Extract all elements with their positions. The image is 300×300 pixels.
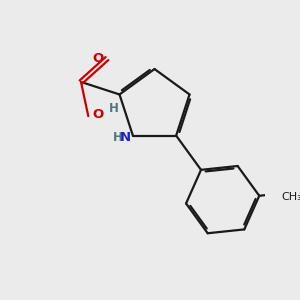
- Text: O: O: [92, 52, 103, 65]
- Text: O: O: [92, 108, 103, 121]
- Text: H: H: [109, 102, 118, 115]
- Text: H: H: [113, 131, 123, 144]
- Text: N: N: [120, 131, 131, 144]
- Text: CH₃: CH₃: [282, 192, 300, 202]
